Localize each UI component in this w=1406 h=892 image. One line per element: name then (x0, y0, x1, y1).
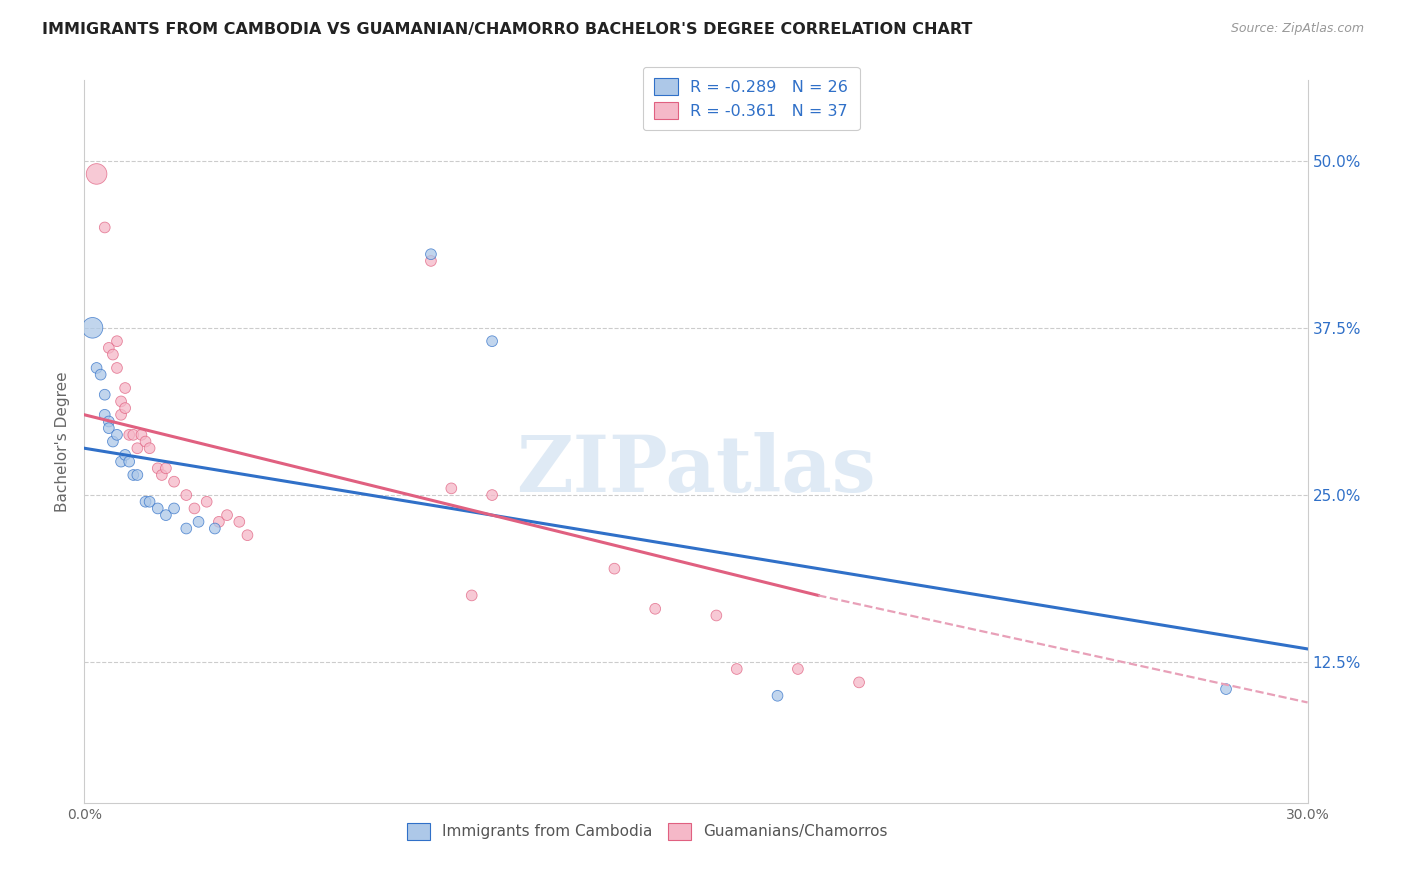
Point (603, 562, 626, 576)
Point (1215, 682, 1237, 697)
Point (706, 608, 728, 623)
Point (195, 494, 218, 508)
Point (187, 515, 209, 529)
Point (110, 455, 132, 469)
Point (122, 467, 145, 482)
Point (114, 381, 136, 395)
Y-axis label: Bachelor's Degree: Bachelor's Degree (55, 371, 70, 512)
Point (138, 494, 160, 508)
Point (138, 442, 160, 455)
Point (135, 494, 157, 508)
Point (127, 467, 149, 482)
Point (90, 368, 112, 382)
Point (155, 461, 177, 475)
Point (848, 675, 870, 690)
Point (644, 602, 666, 616)
Point (461, 589, 484, 603)
Point (131, 428, 153, 442)
Point (146, 461, 169, 475)
Point (93, 220, 115, 235)
Point (127, 442, 149, 455)
Point (82, 321, 104, 335)
Point (118, 455, 141, 469)
Point (174, 521, 197, 535)
Point (105, 334, 128, 349)
Point (766, 689, 789, 703)
Point (93, 408, 115, 422)
Point (204, 521, 226, 535)
Point (114, 448, 136, 462)
Point (110, 394, 132, 409)
Point (122, 428, 145, 442)
Point (217, 508, 239, 523)
Point (228, 515, 250, 529)
Point (236, 528, 259, 542)
Point (97, 414, 120, 429)
Text: ZIPatlas: ZIPatlas (516, 433, 876, 508)
Point (163, 501, 186, 516)
Point (163, 475, 186, 489)
Point (725, 662, 748, 676)
Point (150, 467, 173, 482)
Point (420, 247, 443, 261)
Point (110, 408, 132, 422)
Text: IMMIGRANTS FROM CAMBODIA VS GUAMANIAN/CHAMORRO BACHELOR'S DEGREE CORRELATION CHA: IMMIGRANTS FROM CAMBODIA VS GUAMANIAN/CH… (42, 22, 973, 37)
Legend: Immigrants from Cambodia, Guamanians/Chamorros: Immigrants from Cambodia, Guamanians/Cha… (401, 817, 893, 846)
Point (97, 421, 120, 435)
Point (787, 662, 810, 676)
Point (174, 488, 197, 502)
Point (101, 434, 124, 449)
Point (183, 501, 205, 516)
Point (481, 488, 503, 502)
Point (440, 482, 463, 496)
Point (118, 428, 141, 442)
Point (481, 334, 503, 349)
Point (114, 401, 136, 416)
Point (420, 254, 443, 268)
Point (101, 348, 124, 362)
Point (135, 434, 157, 449)
Point (86, 167, 108, 181)
Point (93, 387, 115, 401)
Point (105, 361, 128, 376)
Point (86, 361, 108, 376)
Point (97, 341, 120, 355)
Point (146, 501, 169, 516)
Point (155, 508, 177, 523)
Point (105, 428, 128, 442)
Text: Source: ZipAtlas.com: Source: ZipAtlas.com (1230, 22, 1364, 36)
Point (208, 515, 231, 529)
